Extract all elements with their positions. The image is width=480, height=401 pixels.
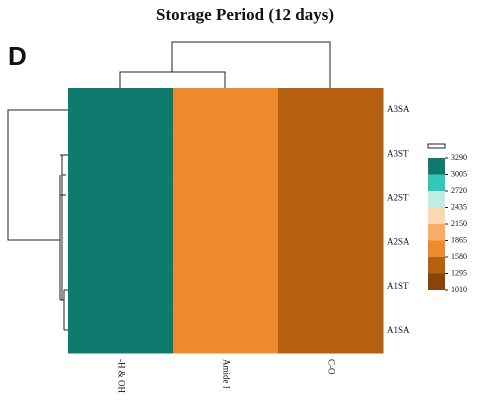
colorbar-segment bbox=[428, 224, 445, 241]
column-label: C-O bbox=[326, 359, 336, 375]
colorbar-tick-label: 2150 bbox=[451, 219, 467, 228]
row-label: A1SA bbox=[387, 325, 410, 335]
row-label: A2SA bbox=[387, 237, 410, 247]
panel-label: D bbox=[8, 41, 27, 71]
column-label: -H & OH bbox=[116, 359, 126, 393]
heatmap-cell bbox=[68, 176, 174, 221]
heatmap-cell bbox=[68, 88, 174, 133]
heatmap-cell bbox=[173, 220, 279, 266]
colorbar-tick-label: 1865 bbox=[451, 235, 467, 244]
colorbar-tick-label: 3005 bbox=[451, 169, 467, 178]
heatmap-cell bbox=[278, 88, 384, 133]
heatmap-cell bbox=[278, 264, 384, 310]
row-dendrogram bbox=[7, 109, 68, 331]
heatmap-cell bbox=[278, 220, 384, 266]
heatmap-cell bbox=[278, 308, 384, 354]
heatmap-cell bbox=[68, 308, 174, 354]
column-dendrogram bbox=[119, 41, 331, 88]
heatmap-cell bbox=[173, 308, 279, 354]
colorbar-segment bbox=[428, 257, 445, 274]
row-label: A3SA bbox=[387, 104, 410, 114]
colorbar-tick-label: 1295 bbox=[451, 268, 467, 277]
colorbar-tick-label: 3290 bbox=[451, 153, 467, 162]
heatmap-cell bbox=[68, 264, 174, 310]
row-label: A2ST bbox=[387, 192, 409, 202]
column-label: Amide I bbox=[221, 359, 231, 389]
heatmap-cell bbox=[173, 264, 279, 310]
heatmap-cell bbox=[278, 176, 384, 221]
heatmap-cell bbox=[68, 132, 174, 177]
colorbar-tick-label: 2435 bbox=[451, 202, 467, 211]
colorbar-segment bbox=[428, 207, 445, 224]
colorbar-segment bbox=[428, 158, 445, 175]
colorbar-segment bbox=[428, 174, 445, 191]
chart-title: Storage Period (12 days) bbox=[156, 5, 334, 24]
heatmap-cell bbox=[173, 176, 279, 221]
heatmap-cell bbox=[68, 220, 174, 266]
colorbar-segment bbox=[428, 240, 445, 257]
row-label: A1ST bbox=[387, 281, 409, 291]
colorbar-tick-label: 1010 bbox=[451, 285, 467, 294]
colorbar-segment bbox=[428, 273, 445, 290]
colorbar-segment bbox=[428, 191, 445, 208]
heatmap-cell bbox=[278, 132, 384, 177]
row-label: A3ST bbox=[387, 148, 409, 158]
heatmap-cell bbox=[173, 132, 279, 177]
colorbar-tick-label: 1580 bbox=[451, 252, 467, 261]
colorbar-tick-label: 2720 bbox=[451, 186, 467, 195]
heatmap-cell bbox=[173, 88, 279, 133]
colorbar-cap bbox=[427, 143, 446, 149]
